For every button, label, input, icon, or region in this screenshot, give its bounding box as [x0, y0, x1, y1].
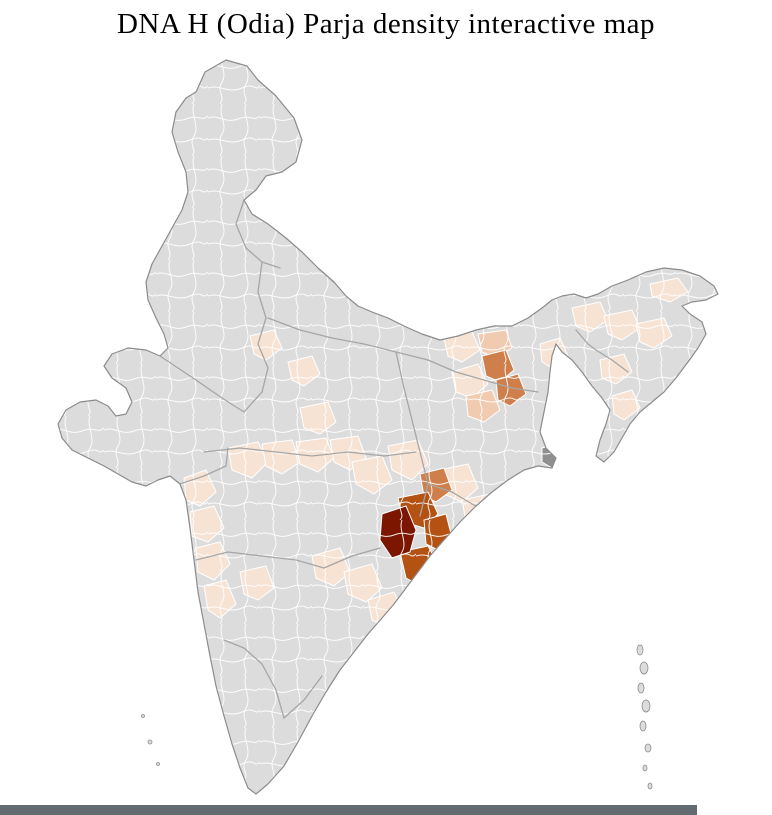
andaman-islands[interactable]	[636, 644, 653, 790]
district-borders-overlay	[58, 60, 718, 794]
lakshadweep-islands[interactable]	[141, 714, 160, 766]
district-shape[interactable]	[413, 571, 443, 603]
district-shape[interactable]	[469, 511, 507, 547]
bottom-scrollbar[interactable]	[0, 805, 697, 815]
page-title: DNA H (Odia) Parja density interactive m…	[116, 8, 655, 40]
